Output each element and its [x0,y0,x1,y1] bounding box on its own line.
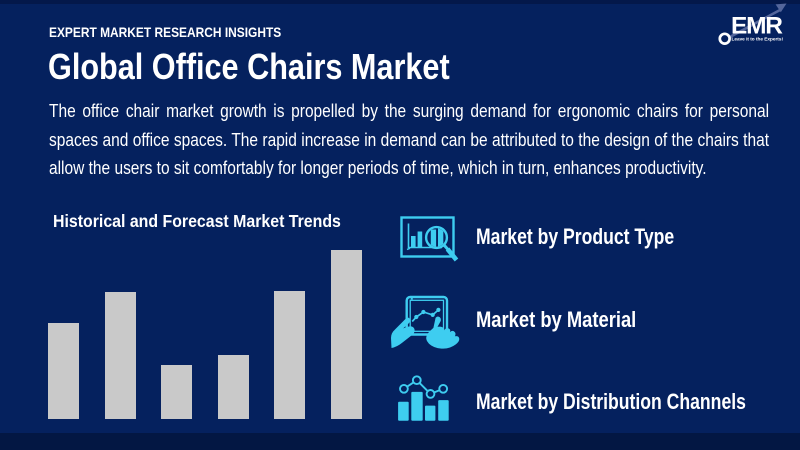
svg-text:Leave it to the Experts!: Leave it to the Experts! [732,36,784,41]
svg-text:EMR: EMR [731,13,783,40]
